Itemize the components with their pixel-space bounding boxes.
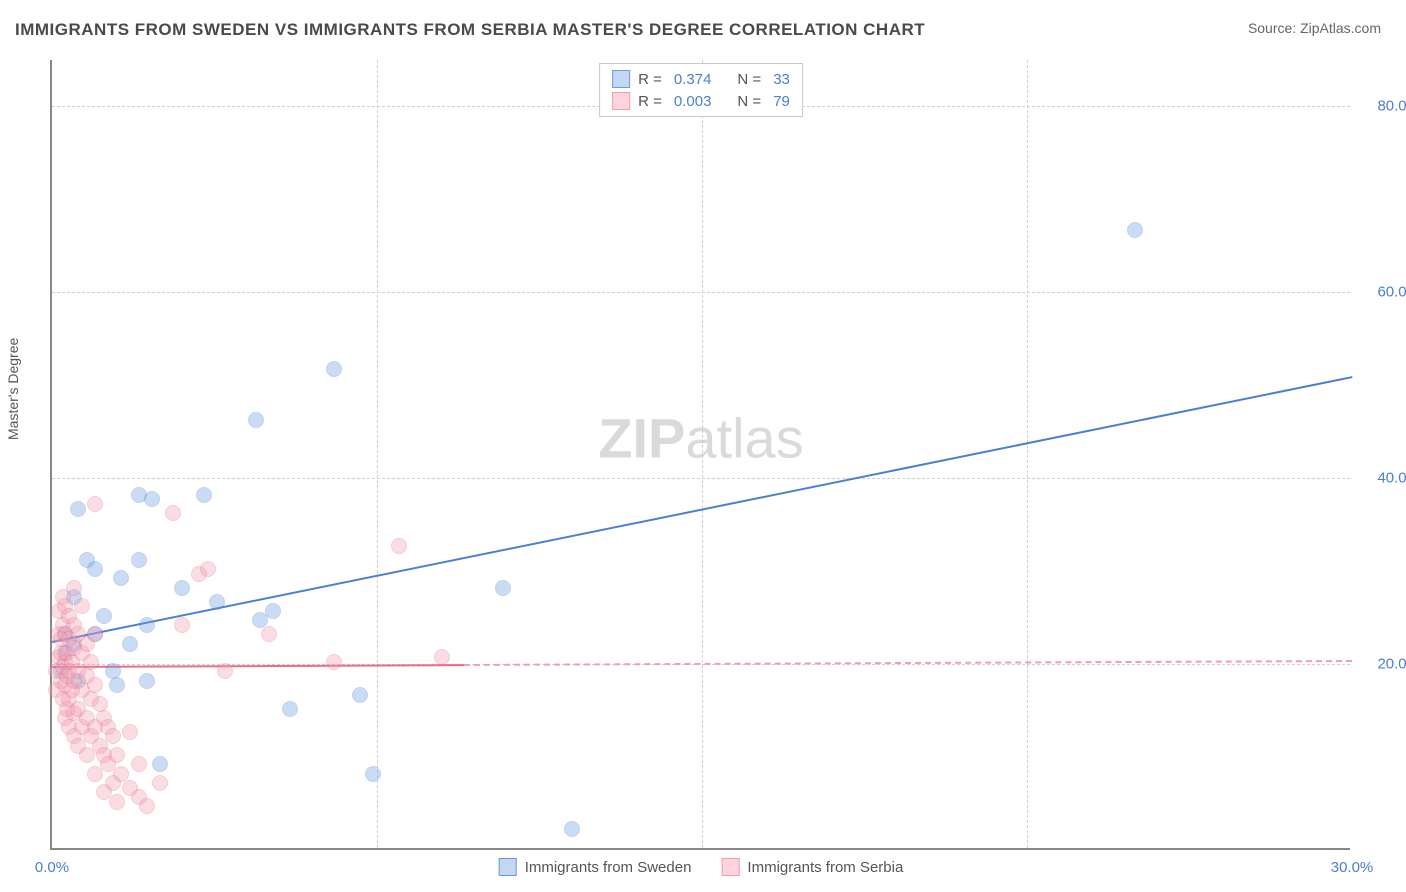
legend-label-sweden: Immigrants from Sweden xyxy=(525,859,692,876)
scatter-point-sweden xyxy=(248,412,264,428)
x-tick-label: 0.0% xyxy=(35,859,69,876)
legend-item-sweden: Immigrants from Sweden xyxy=(499,858,692,876)
gridline-vertical xyxy=(1027,60,1028,848)
r-label: R = xyxy=(638,71,662,88)
source-label: Source: ZipAtlas.com xyxy=(1248,20,1381,36)
y-tick-label: 20.0% xyxy=(1360,656,1406,673)
scatter-point-serbia xyxy=(87,677,103,693)
gridline-vertical xyxy=(377,60,378,848)
n-label: N = xyxy=(737,71,761,88)
y-tick-label: 40.0% xyxy=(1360,470,1406,487)
n-label: N = xyxy=(737,93,761,110)
y-axis-label: Master's Degree xyxy=(5,338,21,440)
scatter-point-serbia xyxy=(261,626,277,642)
scatter-point-serbia xyxy=(200,561,216,577)
n-value-serbia: 79 xyxy=(773,93,790,110)
scatter-point-serbia xyxy=(174,617,190,633)
r-label: R = xyxy=(638,93,662,110)
scatter-point-serbia xyxy=(66,580,82,596)
r-value-sweden: 0.374 xyxy=(674,71,712,88)
scatter-point-serbia xyxy=(217,663,233,679)
scatter-point-sweden xyxy=(152,756,168,772)
scatter-point-sweden xyxy=(109,677,125,693)
scatter-point-serbia xyxy=(122,724,138,740)
n-value-sweden: 33 xyxy=(773,71,790,88)
scatter-point-sweden xyxy=(196,487,212,503)
scatter-point-serbia xyxy=(434,649,450,665)
scatter-point-serbia xyxy=(105,728,121,744)
scatter-point-serbia xyxy=(109,747,125,763)
watermark: ZIPatlas xyxy=(598,406,803,471)
legend-stats-row-sweden: R = 0.374 N = 33 xyxy=(612,68,790,90)
scatter-point-sweden xyxy=(139,617,155,633)
scatter-point-sweden xyxy=(495,580,511,596)
scatter-point-sweden xyxy=(326,361,342,377)
trendline-dash-serbia xyxy=(464,660,1352,666)
swatch-serbia xyxy=(612,92,630,110)
scatter-point-sweden xyxy=(365,766,381,782)
scatter-point-sweden xyxy=(113,570,129,586)
scatter-point-serbia xyxy=(87,496,103,512)
gridline-horizontal xyxy=(52,478,1350,479)
scatter-point-sweden xyxy=(144,491,160,507)
scatter-point-sweden xyxy=(209,594,225,610)
legend-stats-row-serbia: R = 0.003 N = 79 xyxy=(612,90,790,112)
scatter-point-serbia xyxy=(391,538,407,554)
scatter-point-serbia xyxy=(139,798,155,814)
legend-item-serbia: Immigrants from Serbia xyxy=(721,858,903,876)
scatter-point-sweden xyxy=(282,701,298,717)
r-value-serbia: 0.003 xyxy=(674,93,712,110)
scatter-point-serbia xyxy=(165,505,181,521)
legend-stats: R = 0.374 N = 33 R = 0.003 N = 79 xyxy=(599,63,803,117)
scatter-point-sweden xyxy=(1127,222,1143,238)
scatter-point-sweden xyxy=(564,821,580,837)
watermark-atlas: atlas xyxy=(685,407,803,470)
chart-title: IMMIGRANTS FROM SWEDEN VS IMMIGRANTS FRO… xyxy=(15,20,925,40)
scatter-point-sweden xyxy=(87,561,103,577)
scatter-point-sweden xyxy=(265,603,281,619)
legend-series: Immigrants from Sweden Immigrants from S… xyxy=(499,858,904,876)
gridline-horizontal xyxy=(52,292,1350,293)
swatch-sweden-bottom xyxy=(499,858,517,876)
x-tick-label: 30.0% xyxy=(1331,859,1374,876)
y-tick-label: 60.0% xyxy=(1360,284,1406,301)
scatter-point-sweden xyxy=(174,580,190,596)
scatter-point-sweden xyxy=(131,552,147,568)
scatter-point-serbia xyxy=(74,598,90,614)
scatter-point-sweden xyxy=(96,608,112,624)
scatter-point-sweden xyxy=(352,687,368,703)
y-tick-label: 80.0% xyxy=(1360,98,1406,115)
scatter-point-serbia xyxy=(152,775,168,791)
scatter-point-serbia xyxy=(131,756,147,772)
scatter-point-sweden xyxy=(139,673,155,689)
gridline-vertical xyxy=(702,60,703,848)
scatter-point-serbia xyxy=(83,654,99,670)
scatter-point-serbia xyxy=(109,794,125,810)
scatter-point-serbia xyxy=(326,654,342,670)
scatter-point-serbia xyxy=(87,626,103,642)
scatter-point-sweden xyxy=(122,636,138,652)
watermark-zip: ZIP xyxy=(598,407,685,470)
scatter-point-sweden xyxy=(70,501,86,517)
swatch-serbia-bottom xyxy=(721,858,739,876)
swatch-sweden xyxy=(612,70,630,88)
legend-label-serbia: Immigrants from Serbia xyxy=(747,859,903,876)
chart-canvas: ZIPatlas R = 0.374 N = 33 R = 0.003 N = … xyxy=(50,60,1350,850)
